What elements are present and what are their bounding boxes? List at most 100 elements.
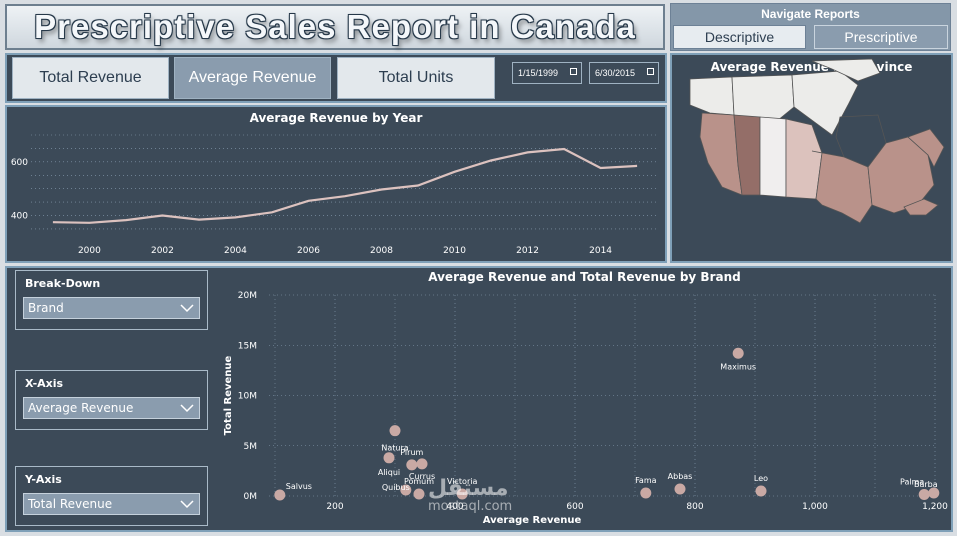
province-yukon	[689, 76, 735, 116]
scatter-y-tick: 5M	[244, 442, 258, 452]
province-alberta	[733, 114, 761, 196]
total-units-button[interactable]: Total Units	[337, 57, 495, 99]
navigate-title: Navigate Reports	[761, 7, 860, 21]
scatter-point[interactable]	[389, 425, 401, 437]
watermark-url: mostaql.com	[428, 499, 513, 514]
province-maritimes	[903, 198, 939, 216]
scatter-point-label: Palma	[900, 477, 924, 486]
scatter-point[interactable]	[456, 488, 468, 500]
breakdown-label: Break-Down	[25, 277, 101, 290]
descriptive-button[interactable]: Descriptive	[673, 25, 806, 49]
start-date-value: 1/15/1999	[518, 68, 559, 78]
report-title: Prescriptive Sales Report in Canada	[34, 8, 636, 45]
navigate-reports-panel: Navigate Reports Descriptive Prescriptiv…	[670, 3, 951, 51]
scatter-x-tick: 1,200	[922, 502, 948, 512]
watermark-arabic: مستقل	[428, 476, 509, 501]
scatter-point-label: Salvus	[286, 482, 312, 491]
y-axis-dropdown[interactable]: Total Revenue	[23, 493, 200, 515]
scatter-point[interactable]	[413, 488, 425, 500]
calendar-icon[interactable]	[647, 68, 654, 75]
scatter-point[interactable]	[400, 484, 412, 496]
average-revenue-by-year-panel: Average Revenue by Year 400 600 2000 2002 20…	[5, 105, 667, 263]
scatter-chart-title: Average Revenue and Total Revenue by Bra…	[428, 270, 741, 284]
chevron-down-icon[interactable]	[180, 403, 194, 413]
end-date-input[interactable]: 6/30/2015	[589, 62, 659, 84]
report-title-bar: Prescriptive Sales Report in Canada	[5, 4, 665, 50]
scatter-point[interactable]	[416, 458, 428, 470]
scatter-x-tick: 1,000	[802, 502, 828, 512]
scatter-point-label: Abbas	[668, 472, 693, 481]
province-ontario	[811, 150, 873, 224]
average-revenue-button[interactable]: Average Revenue	[174, 57, 331, 99]
line-series[interactable]	[52, 147, 638, 224]
breakdown-dropdown[interactable]: Brand	[23, 297, 200, 319]
line-x-tick: 2000	[78, 246, 101, 256]
line-x-tick: 2012	[516, 246, 539, 256]
scatter-point-label: Natura	[381, 444, 408, 453]
x-axis-slicer: X-Axis Average Revenue	[15, 370, 208, 430]
scatter-point[interactable]	[383, 452, 395, 464]
scatter-point-label: Aliqui	[378, 468, 400, 477]
line-chart[interactable]: 400 600 2000 2002 2004 2006 2008 2010 2012 2014	[7, 107, 665, 261]
average-revenue-by-province-panel: Average Revenue by Province	[670, 53, 953, 263]
line-y-tick: 600	[11, 158, 28, 168]
y-axis-slicer: Y-Axis Total Revenue	[15, 466, 208, 526]
line-chart-title: Average Revenue by Year	[249, 111, 423, 125]
start-date-input[interactable]: 1/15/1999	[512, 62, 582, 84]
scatter-x-tick: 200	[326, 502, 343, 512]
line-x-tick: 2002	[151, 246, 174, 256]
total-revenue-button[interactable]: Total Revenue	[12, 57, 169, 99]
scatter-point[interactable]	[918, 488, 930, 500]
line-x-tick: 2006	[297, 246, 320, 256]
line-x-tick: 2008	[370, 246, 393, 256]
scatter-point[interactable]	[928, 487, 940, 499]
watermark: مستقل mostaql.com	[428, 478, 512, 514]
scatter-point[interactable]	[755, 485, 767, 497]
canada-province-map[interactable]	[672, 55, 951, 261]
scatter-y-tick: 0M	[244, 492, 258, 502]
kpi-selector-panel: Total Revenue Average Revenue Total Unit…	[5, 53, 667, 103]
arctic-islands	[811, 58, 881, 82]
scatter-x-axis-title: Average Revenue	[483, 515, 582, 526]
province-newfoundland-labrador	[907, 128, 945, 168]
x-axis-dropdown[interactable]: Average Revenue	[23, 397, 200, 419]
scatter-x-tick: 800	[686, 502, 703, 512]
province-northwest-territories	[731, 74, 795, 126]
brand-scatter-panel: Break-Down Brand X-Axis Average Revenue …	[5, 266, 953, 532]
scatter-point-label: Pomum	[404, 477, 434, 486]
prescriptive-button[interactable]: Prescriptive	[814, 25, 948, 49]
x-axis-label: X-Axis	[25, 377, 64, 390]
scatter-point-label: Maximus	[720, 362, 756, 371]
breakdown-slicer: Break-Down Brand	[15, 270, 208, 330]
scatter-point-label: Leo	[754, 474, 768, 483]
scatter-point[interactable]	[674, 483, 686, 495]
province-saskatchewan	[759, 116, 787, 198]
province-manitoba	[785, 118, 823, 200]
scatter-chart[interactable]: 0M 5M 10M 15M 20M 200 400 600 800 1,000 1,200 Avera…	[7, 268, 951, 530]
scatter-point-label: Quibus	[382, 483, 410, 492]
scatter-point[interactable]	[406, 459, 418, 471]
line-y-tick: 400	[11, 212, 28, 222]
scatter-y-axis-title: Total Revenue	[223, 355, 234, 435]
province-quebec	[867, 136, 935, 214]
y-axis-value: Total Revenue	[28, 497, 113, 511]
scatter-y-tick: 20M	[238, 291, 257, 301]
x-axis-value: Average Revenue	[28, 401, 134, 415]
scatter-point[interactable]	[732, 347, 744, 359]
calendar-icon[interactable]	[570, 68, 577, 75]
chevron-down-icon[interactable]	[180, 499, 194, 509]
scatter-point-label: Fama	[635, 476, 657, 485]
chevron-down-icon[interactable]	[180, 303, 194, 313]
scatter-point[interactable]	[274, 489, 286, 501]
line-x-tick: 2004	[224, 246, 247, 256]
scatter-y-tick: 10M	[238, 392, 257, 402]
breakdown-value: Brand	[28, 301, 64, 315]
y-axis-label: Y-Axis	[25, 473, 62, 486]
scatter-point-label: Barba	[914, 480, 938, 489]
line-x-tick: 2014	[589, 246, 612, 256]
scatter-point-label: Victoria	[447, 477, 477, 486]
scatter-x-tick: 600	[566, 502, 583, 512]
scatter-point[interactable]	[640, 487, 652, 499]
scatter-x-tick: 400	[446, 502, 463, 512]
scatter-point-label: Currus	[409, 472, 435, 481]
